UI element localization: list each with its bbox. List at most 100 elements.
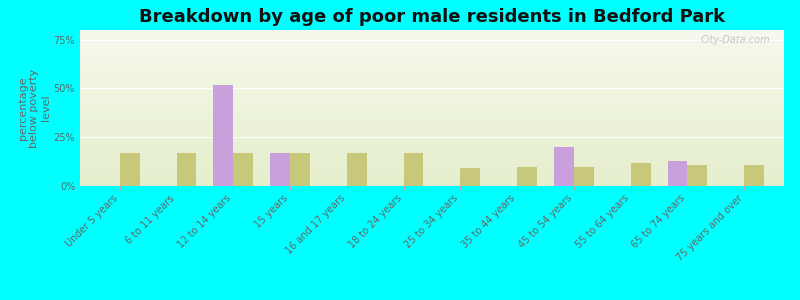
Bar: [80, 122, 784, 124]
Bar: [80, 125, 784, 127]
Bar: [290, 153, 310, 186]
Bar: [80, 38, 784, 39]
Bar: [517, 167, 537, 186]
Bar: [80, 136, 784, 138]
Bar: [80, 152, 784, 153]
Bar: [80, 103, 784, 105]
Bar: [80, 46, 784, 47]
Bar: [80, 52, 784, 53]
Bar: [80, 55, 784, 56]
Bar: [80, 156, 784, 158]
Bar: [80, 74, 784, 75]
Bar: [80, 30, 784, 31]
Bar: [80, 142, 784, 144]
Bar: [80, 36, 784, 38]
Bar: [80, 160, 784, 161]
Bar: [80, 83, 784, 85]
Bar: [80, 116, 784, 117]
Bar: [80, 138, 784, 139]
Bar: [80, 121, 784, 122]
Bar: [554, 147, 574, 186]
Bar: [80, 158, 784, 160]
Bar: [80, 128, 784, 130]
Bar: [80, 39, 784, 41]
Bar: [80, 69, 784, 70]
Bar: [80, 44, 784, 46]
Bar: [80, 170, 784, 172]
Bar: [687, 164, 707, 186]
Bar: [460, 168, 480, 186]
Bar: [80, 177, 784, 178]
Bar: [80, 72, 784, 74]
Bar: [668, 161, 687, 186]
Bar: [80, 75, 784, 77]
Bar: [80, 130, 784, 131]
Bar: [80, 77, 784, 78]
Bar: [80, 105, 784, 106]
Bar: [80, 167, 784, 169]
Bar: [404, 153, 423, 186]
Bar: [80, 61, 784, 63]
Bar: [80, 60, 784, 61]
Bar: [80, 175, 784, 177]
Bar: [80, 146, 784, 147]
Bar: [80, 106, 784, 108]
Bar: [234, 153, 253, 186]
Bar: [744, 164, 764, 186]
Bar: [80, 102, 784, 103]
Bar: [80, 95, 784, 97]
Bar: [80, 111, 784, 113]
Bar: [80, 41, 784, 43]
Bar: [80, 172, 784, 173]
Bar: [80, 164, 784, 166]
Bar: [80, 127, 784, 128]
Bar: [80, 58, 784, 60]
Bar: [80, 64, 784, 66]
Bar: [80, 33, 784, 35]
Bar: [80, 166, 784, 167]
Bar: [80, 82, 784, 83]
Bar: [80, 47, 784, 49]
Bar: [80, 35, 784, 36]
Bar: [80, 68, 784, 69]
Bar: [80, 153, 784, 155]
Bar: [80, 92, 784, 94]
Bar: [630, 163, 650, 186]
Bar: [80, 56, 784, 58]
Bar: [80, 78, 784, 80]
Bar: [80, 80, 784, 82]
Bar: [80, 113, 784, 114]
Bar: [80, 85, 784, 86]
Title: Breakdown by age of poor male residents in Bedford Park: Breakdown by age of poor male residents …: [139, 8, 725, 26]
Bar: [120, 153, 140, 186]
Bar: [80, 49, 784, 50]
Text: City-Data.com: City-Data.com: [700, 35, 770, 45]
Bar: [80, 114, 784, 116]
Bar: [214, 85, 234, 186]
Bar: [80, 161, 784, 163]
Bar: [80, 178, 784, 180]
Bar: [80, 32, 784, 33]
Bar: [80, 97, 784, 99]
Bar: [80, 181, 784, 183]
Bar: [80, 43, 784, 44]
Bar: [80, 99, 784, 100]
Bar: [177, 153, 196, 186]
Bar: [80, 89, 784, 91]
Bar: [80, 134, 784, 136]
Bar: [80, 124, 784, 125]
Bar: [80, 169, 784, 170]
Bar: [80, 91, 784, 92]
Bar: [80, 119, 784, 121]
Bar: [80, 117, 784, 119]
Bar: [80, 66, 784, 68]
Bar: [270, 153, 290, 186]
Bar: [347, 153, 366, 186]
Bar: [80, 110, 784, 111]
Bar: [80, 155, 784, 156]
Bar: [80, 147, 784, 148]
Bar: [80, 144, 784, 146]
Bar: [80, 173, 784, 175]
Bar: [80, 94, 784, 95]
Bar: [80, 183, 784, 184]
